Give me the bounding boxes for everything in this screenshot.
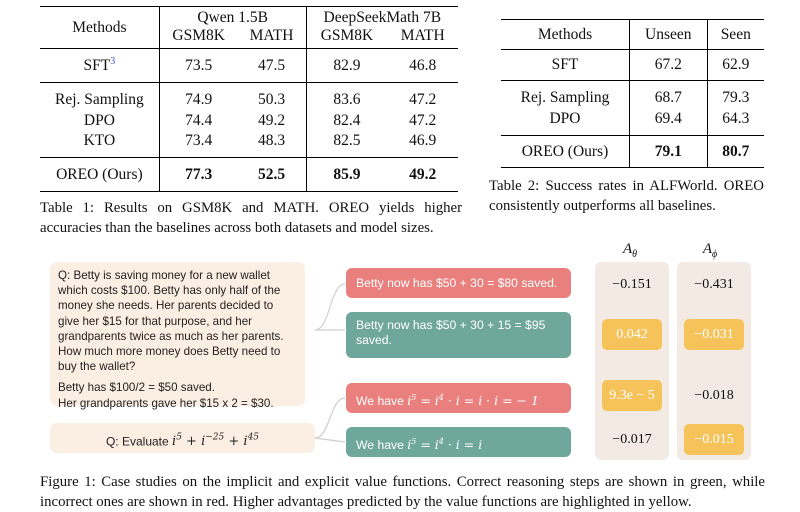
connector-line xyxy=(314,283,346,331)
table1-group-qwen: Qwen 1.5B xyxy=(158,6,307,27)
figure1-caption-label: Figure 1: xyxy=(40,474,96,490)
table2-cell: 62.9 xyxy=(706,49,764,81)
table1-col-math: MATH xyxy=(249,27,294,44)
footnote-marker[interactable]: 3 xyxy=(110,55,116,67)
table1-cell: 47.5 xyxy=(257,56,286,74)
table2-row-method: DPO xyxy=(549,110,581,127)
step-correct: Betty now has $50 + 30 + 15 = $95 saved. xyxy=(346,312,571,358)
table1-row-method: KTO xyxy=(83,132,116,149)
table1-header-methods: Methods xyxy=(72,18,127,36)
question-box-evaluate: Q: Evaluate i5 + i−25 + i45 xyxy=(50,423,315,453)
table2-row-method: Rej. Sampling xyxy=(520,89,610,106)
figure1-caption-text: Case studies on the implicit and explici… xyxy=(40,474,765,510)
context-line: Her grandparents gave her $15 x 2 = $30. xyxy=(58,396,274,410)
table2-row-method: SFT xyxy=(551,56,579,73)
table2-cell: 67.2 xyxy=(628,49,708,81)
question-box-betty: Q: Betty is saving money for a new walle… xyxy=(50,262,305,410)
table1-col-math: MATH xyxy=(400,27,445,44)
table1-cell: 47.2 xyxy=(409,112,437,129)
table1-grid: Methods Qwen 1.5B DeepSeekMath 7B GSM8K … xyxy=(40,6,458,192)
step-formula: i5 = i4 · i = i · i = − 1 xyxy=(407,393,539,409)
table1-cell: 74.9 xyxy=(158,82,238,111)
table2-cell: 68.7 xyxy=(628,80,708,109)
a-phi-value: −0.431 xyxy=(694,277,734,292)
table1-row-method: Rej. Sampling xyxy=(55,91,144,108)
table1-cell: 49.2 xyxy=(409,165,437,183)
table2-caption: Table 2: Success rates in ALFWorld. OREO… xyxy=(489,176,764,216)
table2-header-unseen: Unseen xyxy=(628,19,708,50)
table1-cell: 85.9 xyxy=(305,157,388,192)
table2: Methods Unseen Seen SFT 67.2 62.9 Rej. S… xyxy=(501,19,764,168)
table2-grid: Methods Unseen Seen SFT 67.2 62.9 Rej. S… xyxy=(501,19,764,168)
a-theta-value: −0.151 xyxy=(612,277,652,292)
question-text: Q: Evaluate xyxy=(105,434,169,449)
table1-cell: 73.5 xyxy=(158,48,238,83)
table1-cell: 50.3 xyxy=(257,91,286,108)
a-theta-value: −0.017 xyxy=(612,432,652,447)
table1-cell: 46.8 xyxy=(409,56,437,74)
table2-header-seen: Seen xyxy=(706,19,764,50)
table1-cell: 49.2 xyxy=(257,112,286,129)
table1-caption-label: Table 1: xyxy=(40,200,95,216)
a-phi-column: −0.431 −0.031 −0.018 −0.015 xyxy=(677,262,751,460)
a-phi-value-highlighted: −0.015 xyxy=(684,424,744,455)
table2-cell: 80.7 xyxy=(706,135,764,168)
a-theta-value-highlighted: 9.3e − 5 xyxy=(602,380,662,411)
step-text: We have xyxy=(356,394,404,409)
step-text: We have xyxy=(356,438,404,453)
table1-cell: 52.5 xyxy=(257,165,286,183)
table1-cell: 74.4 xyxy=(158,111,238,131)
step-incorrect: Betty now has $50 + 30 = $80 saved. xyxy=(346,268,571,298)
step-formula: i5 = i4 · i = i xyxy=(407,437,483,453)
table2-caption-label: Table 2: xyxy=(489,178,540,194)
step-incorrect: We have i5 = i4 · i = i · i = − 1 xyxy=(346,383,571,413)
table1-cell: 46.9 xyxy=(409,132,437,149)
connector-line xyxy=(314,437,346,443)
context-line: Betty has $100/2 = $50 saved. xyxy=(58,381,215,395)
table1-col-gsm8k: GSM8K xyxy=(305,27,388,49)
table1-row-method: OREO (Ours) xyxy=(56,165,143,183)
table1-cell: 77.3 xyxy=(158,157,238,192)
table1-caption-text: Results on GSM8K and MATH. OREO yields h… xyxy=(40,200,463,236)
table2-cell: 69.4 xyxy=(628,109,708,136)
a-theta-column: −0.151 0.042 9.3e − 5 −0.017 xyxy=(595,262,669,460)
step-correct: We have i5 = i4 · i = i xyxy=(346,427,571,457)
table2-caption-text: Success rates in ALFWorld. OREO consiste… xyxy=(489,178,764,214)
table2-cell: 79.1 xyxy=(628,135,708,168)
table1-row-method: SFT3 xyxy=(83,55,116,75)
figure-connectors xyxy=(314,283,346,443)
table1-row-method: DPO xyxy=(83,112,115,129)
a-theta-value-highlighted: 0.042 xyxy=(602,319,662,350)
table1-group-deepseek: DeepSeekMath 7B xyxy=(305,6,458,27)
question-formula: i5 + i−25 + i45 xyxy=(172,433,260,450)
table1-cell: 73.4 xyxy=(158,131,238,158)
table2-cell: 64.3 xyxy=(706,109,764,136)
a-phi-value-highlighted: −0.031 xyxy=(684,319,744,350)
table1: Methods Qwen 1.5B DeepSeekMath 7B GSM8K … xyxy=(40,6,458,192)
table1-col-gsm8k: GSM8K xyxy=(158,27,238,49)
table1-cell: 47.2 xyxy=(409,91,437,108)
connector-line xyxy=(314,397,346,439)
table1-cell: 82.4 xyxy=(305,111,388,131)
a-phi-value: −0.018 xyxy=(694,388,734,403)
table2-row-method: OREO (Ours) xyxy=(521,142,609,160)
figure1-caption: Figure 1: Case studies on the implicit a… xyxy=(40,472,765,512)
question-text: Q: Betty is saving money for a new walle… xyxy=(58,269,284,374)
table1-caption: Table 1: Results on GSM8K and MATH. OREO… xyxy=(40,198,462,238)
table1-cell: 82.5 xyxy=(305,131,388,158)
table2-header-methods: Methods xyxy=(537,25,593,43)
table2-cell: 79.3 xyxy=(706,80,764,109)
table1-cell: 48.3 xyxy=(257,132,286,149)
table1-cell: 82.9 xyxy=(305,48,388,83)
table1-cell: 83.6 xyxy=(305,82,388,111)
a-theta-header: Aθ xyxy=(622,241,638,260)
a-phi-header: Aϕ xyxy=(702,241,718,260)
step-text: Betty now has $50 + 30 = $80 saved. xyxy=(356,276,558,290)
step-text: Betty now has $50 + 30 + 15 = $95 saved. xyxy=(356,318,546,347)
